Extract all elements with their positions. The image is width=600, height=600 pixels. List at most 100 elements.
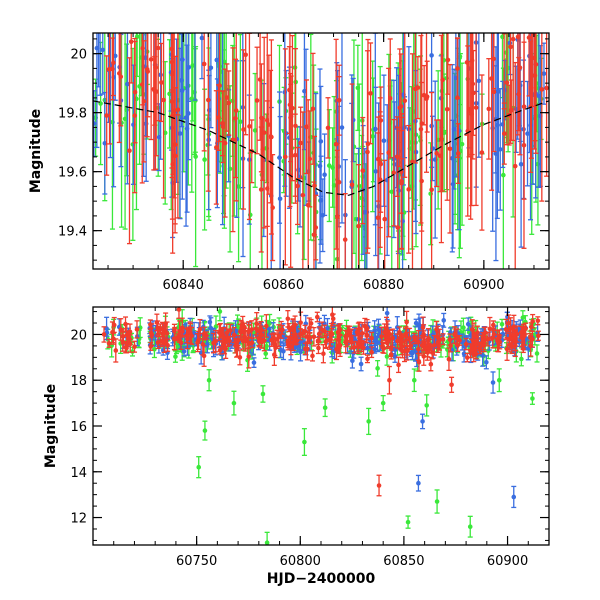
bottom-data-point [285, 335, 291, 349]
bottom-data-point [125, 331, 131, 345]
top-axes: 60840 60860 60880 60900 19.4 19.6 19.8 20 [58, 33, 549, 293]
bottom-data-point [396, 356, 402, 374]
bottom-data-point [101, 326, 107, 343]
top-data-point [479, 74, 485, 231]
bottom-y-axis-label: Magnitude [43, 384, 59, 468]
bottom-data-point [467, 343, 473, 359]
bottom-data-point [148, 327, 154, 339]
bottom-outlier-point [260, 385, 266, 403]
bottom-data-point [411, 332, 417, 342]
bottom-data-point [240, 315, 246, 333]
top-data-point [298, 106, 304, 180]
top-data-point [155, 33, 161, 122]
bottom-data-point [474, 335, 480, 346]
bottom-data-point [384, 336, 390, 350]
bottom-outlier-point [496, 368, 502, 393]
bottom-data-point [404, 339, 410, 361]
bottom-outlier-point [411, 368, 417, 393]
bottom-data-point [132, 340, 138, 353]
top-data-point [440, 33, 446, 192]
top-data-point [110, 33, 116, 97]
bottom-x-tick-label: 60850 [383, 554, 424, 569]
bottom-y-tick-label: 20 [70, 328, 87, 343]
top-data-point [305, 99, 311, 269]
bottom-data-point [156, 325, 162, 334]
top-data-point [419, 81, 425, 269]
top-data-point [208, 33, 214, 129]
bottom-data-point [476, 341, 482, 355]
bottom-data-point [134, 320, 140, 339]
bottom-panel: 60750 60800 60850 60900 12 14 16 18 20 Magnitude… [43, 306, 550, 587]
top-data-point [349, 83, 355, 269]
bottom-outlier-point [449, 376, 455, 393]
bottom-data-point [446, 347, 452, 371]
bottom-data-point [221, 326, 227, 347]
bottom-data-point [309, 350, 315, 362]
bottom-data-point [404, 310, 410, 334]
bottom-data-point [246, 324, 252, 338]
bottom-data-point [364, 318, 370, 338]
bottom-data-point [388, 349, 394, 360]
bottom-data-point [355, 322, 361, 344]
bottom-data-layer [101, 307, 541, 545]
bottom-data-point [504, 336, 510, 361]
bottom-data-point [333, 338, 339, 361]
bottom-data-point [184, 328, 190, 350]
top-x-tick-label: 60840 [163, 278, 204, 293]
bottom-data-point [463, 337, 469, 351]
bottom-outlier-point [467, 515, 473, 538]
top-data-point [217, 33, 223, 143]
bottom-data-point [518, 351, 524, 367]
top-data-point [473, 33, 479, 207]
top-data-point [205, 33, 211, 192]
bottom-data-point [485, 331, 491, 347]
top-data-point [391, 118, 397, 227]
bottom-data-point [375, 359, 381, 377]
top-data-point [333, 38, 339, 250]
top-data-point [152, 33, 158, 170]
top-data-point [377, 111, 383, 248]
top-data-point [192, 33, 198, 101]
top-data-point [455, 37, 461, 100]
bottom-data-point [311, 326, 317, 347]
top-y-axis-label: Magnitude [28, 109, 44, 193]
top-data-point [418, 34, 424, 224]
bottom-outlier-point [231, 390, 237, 416]
top-data-point [140, 33, 146, 106]
bottom-data-point [349, 352, 355, 369]
top-y-tick-label: 19.8 [58, 107, 87, 122]
top-data-point [465, 45, 471, 217]
top-data-point [521, 33, 527, 200]
bottom-outlier-point [428, 356, 434, 372]
top-data-point [169, 33, 175, 169]
bottom-data-point [390, 328, 396, 348]
bottom-data-point [222, 342, 228, 355]
bottom-data-point [464, 352, 470, 363]
bottom-outlier-point [386, 365, 392, 395]
top-data-point [517, 33, 523, 156]
top-data-point [175, 33, 181, 219]
top-data-point [320, 178, 326, 253]
bottom-data-point [523, 322, 529, 335]
bottom-data-point [381, 342, 387, 354]
bottom-data-point [200, 332, 206, 356]
bottom-y-tick-label: 16 [70, 420, 87, 435]
bottom-outlier-point [366, 407, 372, 436]
top-data-point [201, 33, 207, 152]
bottom-y-tick-label: 14 [70, 466, 87, 481]
bottom-data-point [147, 319, 153, 330]
top-data-point [394, 116, 400, 198]
top-data-point [97, 33, 103, 96]
top-data-point [539, 33, 545, 202]
bottom-data-point [413, 318, 419, 328]
bottom-data-point [415, 337, 421, 361]
bottom-data-point [426, 343, 432, 354]
bottom-outlier-point [424, 394, 430, 417]
bottom-y-tick-label: 12 [70, 512, 87, 527]
bottom-data-point [226, 336, 232, 346]
bottom-outlier-point [202, 420, 208, 441]
bottom-data-point [384, 316, 390, 340]
bottom-data-point [326, 330, 332, 350]
top-data-point [429, 91, 435, 269]
bottom-data-point [155, 335, 161, 350]
